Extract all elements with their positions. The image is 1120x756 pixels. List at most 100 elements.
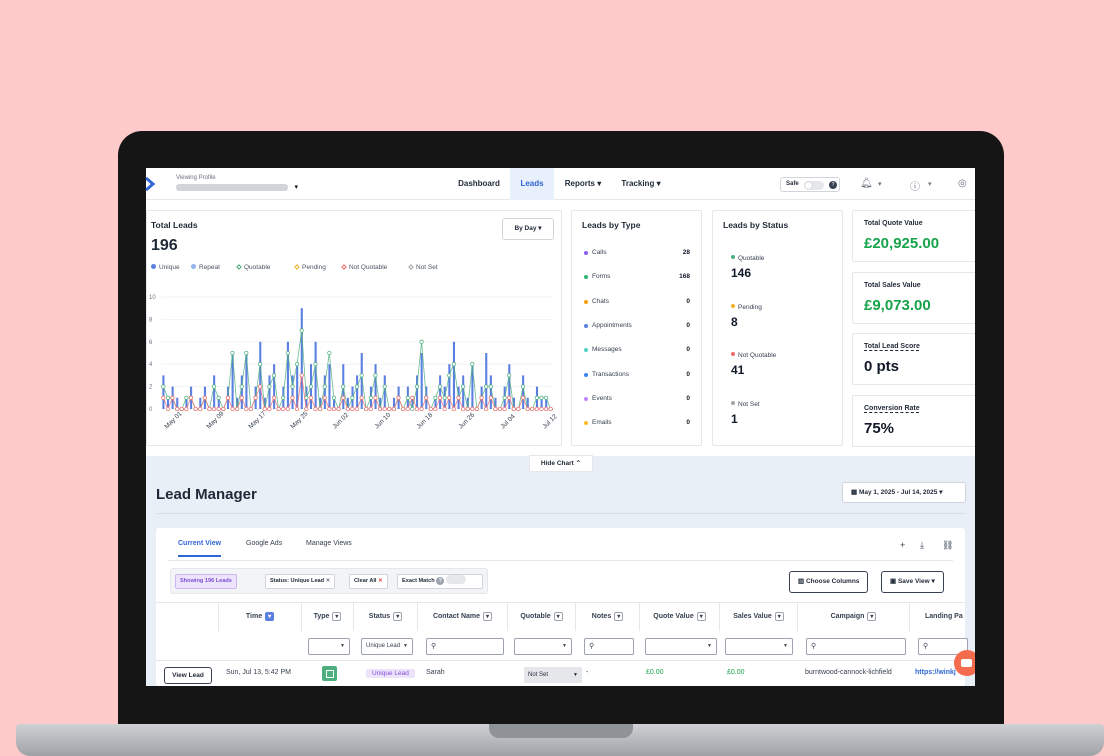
y-tick-label: 2 xyxy=(149,385,153,391)
series-point xyxy=(488,395,493,400)
legend-item[interactable]: Not Quotable xyxy=(341,264,387,271)
search-icon: ⚲ xyxy=(431,643,437,650)
chevron-down-icon[interactable]: ▾ xyxy=(928,181,932,188)
header-contact-name[interactable]: Contact Name ▾ xyxy=(418,603,508,631)
view-lead-button[interactable]: View Lead xyxy=(164,667,212,684)
bell-icon[interactable]: 🔔︎ xyxy=(860,178,873,189)
tab-google-ads[interactable]: Google Ads xyxy=(246,540,283,547)
user-avatar-icon[interactable]: ◎ xyxy=(958,178,967,189)
legend-item[interactable]: Pending xyxy=(294,264,326,271)
link-icon[interactable]: ⛓︎ xyxy=(942,540,954,550)
header-campaign[interactable]: Campaign ▾ xyxy=(798,603,910,631)
lead-type-label: Emails xyxy=(592,419,612,427)
safe-mode-toggle[interactable]: Safe ? xyxy=(780,177,840,192)
chat-widget-icon[interactable] xyxy=(954,650,975,676)
save-icon: ▣ xyxy=(890,578,897,585)
help-icon[interactable]: ⓘ xyxy=(910,182,920,193)
series-point xyxy=(318,406,323,412)
tab-manage-views[interactable]: Manage Views xyxy=(306,540,352,547)
row-quotable-select[interactable]: Not Set ▼ xyxy=(524,667,582,683)
value-card-amount: 0 pts xyxy=(864,358,900,375)
nav-reports[interactable]: Reports ▾ xyxy=(558,168,608,200)
safe-switch[interactable] xyxy=(804,181,824,190)
series-point xyxy=(497,406,503,412)
tab-current-view[interactable]: Current View xyxy=(178,540,222,557)
close-icon[interactable]: ✕ xyxy=(325,578,331,584)
sort-icon[interactable]: ▾ xyxy=(614,612,624,621)
total-leads-panel: Total Leads 196 By Day ▾ Unique Repeat Quo… xyxy=(146,210,562,446)
sort-icon[interactable]: ▾ xyxy=(265,612,275,621)
bar-unique xyxy=(452,341,455,409)
header-notes[interactable]: Notes ▾ xyxy=(576,603,640,631)
status-filter-chip[interactable]: Status: Unique Lead ✕ xyxy=(265,574,336,589)
series-point xyxy=(225,395,230,400)
legend-item[interactable]: Unique xyxy=(151,264,180,271)
sort-icon[interactable]: ▾ xyxy=(332,612,342,621)
status-filter-select[interactable]: Unique Lead ▼ xyxy=(361,638,413,655)
lead-type-row: Emails 0 xyxy=(584,419,690,429)
contact-name-search[interactable]: ⚲ xyxy=(426,638,504,655)
caret-icon: ▼ xyxy=(783,643,788,649)
save-view-button[interactable]: ▣ Save View ▾ xyxy=(881,571,944,593)
info-icon[interactable]: ? xyxy=(829,181,837,189)
sort-icon[interactable]: ▾ xyxy=(867,612,877,621)
value-card: Total Quote Value £20,925.00 xyxy=(852,210,975,262)
lead-manager-card: Current View Google Ads Manage Views + ⤓… xyxy=(156,528,968,686)
sort-icon[interactable]: ▾ xyxy=(483,612,493,621)
nav-dashboard[interactable]: Dashboard xyxy=(458,179,500,188)
series-point xyxy=(304,406,309,412)
series-point xyxy=(368,395,373,400)
header-quotable[interactable]: Quotable ▾ xyxy=(508,603,576,631)
exact-match-toggle[interactable]: Exact Match ? xyxy=(397,574,483,589)
header-type[interactable]: Type ▾ xyxy=(302,603,354,631)
bar-unique xyxy=(346,397,349,409)
profile-selector[interactable]: ▾ xyxy=(176,183,298,192)
lead-type-label: Events xyxy=(592,394,612,402)
lead-status-text: Quotable xyxy=(738,255,765,262)
quotable-filter-select[interactable]: ▼ xyxy=(514,638,572,655)
header-sales-value[interactable]: Sales Value ▾ xyxy=(720,603,798,631)
series-point xyxy=(322,384,327,389)
header-quote-value[interactable]: Quote Value ▾ xyxy=(640,603,720,631)
date-range-picker[interactable]: ▦ May 1, 2025 - Jul 14, 2025 ▾ xyxy=(842,482,966,503)
sales-value-filter[interactable]: ▼ xyxy=(725,638,793,655)
bar-unique xyxy=(416,375,419,409)
add-icon[interactable]: + xyxy=(900,540,906,550)
hide-chart-button[interactable]: Hide Chart ⌃ xyxy=(529,455,593,472)
legend-item[interactable]: Not Set xyxy=(408,264,438,271)
sort-icon[interactable]: ▾ xyxy=(696,612,706,621)
bar-unique xyxy=(236,397,239,409)
sort-icon[interactable]: ▾ xyxy=(393,612,403,621)
series-point xyxy=(544,406,549,412)
landing-page-search[interactable]: ⚲ xyxy=(918,638,968,655)
series-point xyxy=(216,395,221,400)
chevron-down-icon[interactable]: ▾ xyxy=(878,181,882,188)
row-contact-name: Sarah xyxy=(426,669,445,676)
campaign-search[interactable]: ⚲ xyxy=(806,638,906,655)
series-point xyxy=(433,406,438,412)
header-status[interactable]: Status ▾ xyxy=(354,603,418,631)
clear-all-chip[interactable]: Clear All ✕ xyxy=(349,574,388,589)
header-landing-page[interactable]: Landing Pa xyxy=(925,613,963,620)
nav-leads[interactable]: Leads xyxy=(510,168,554,200)
laptop-notch xyxy=(489,724,633,738)
sort-icon[interactable]: ▾ xyxy=(774,612,784,621)
sort-icon[interactable]: ▾ xyxy=(553,612,563,621)
series-point xyxy=(419,406,424,412)
row-landing-page-link[interactable]: https://winkj xyxy=(915,669,956,676)
choose-columns-button[interactable]: ▥ Choose Columns xyxy=(789,571,869,593)
quote-value-filter[interactable]: ▼ xyxy=(645,638,717,655)
notes-search[interactable]: ⚲ xyxy=(584,638,634,655)
type-filter-select[interactable]: ▼ xyxy=(308,638,350,655)
series-point xyxy=(359,373,364,378)
header-time[interactable]: Time ▾ xyxy=(219,603,302,631)
status-filter-value: Unique Lead xyxy=(366,643,401,649)
exact-switch[interactable] xyxy=(445,575,466,584)
download-icon[interactable]: ⤓ xyxy=(920,540,924,550)
period-dropdown[interactable]: By Day ▾ xyxy=(502,218,554,240)
legend-item[interactable]: Repeat xyxy=(191,264,220,271)
lead-type-row: Transactions 0 xyxy=(584,371,690,381)
nav-tracking[interactable]: Tracking ▾ xyxy=(616,168,666,200)
series-point xyxy=(401,406,406,412)
legend-item[interactable]: Quotable xyxy=(236,264,270,271)
